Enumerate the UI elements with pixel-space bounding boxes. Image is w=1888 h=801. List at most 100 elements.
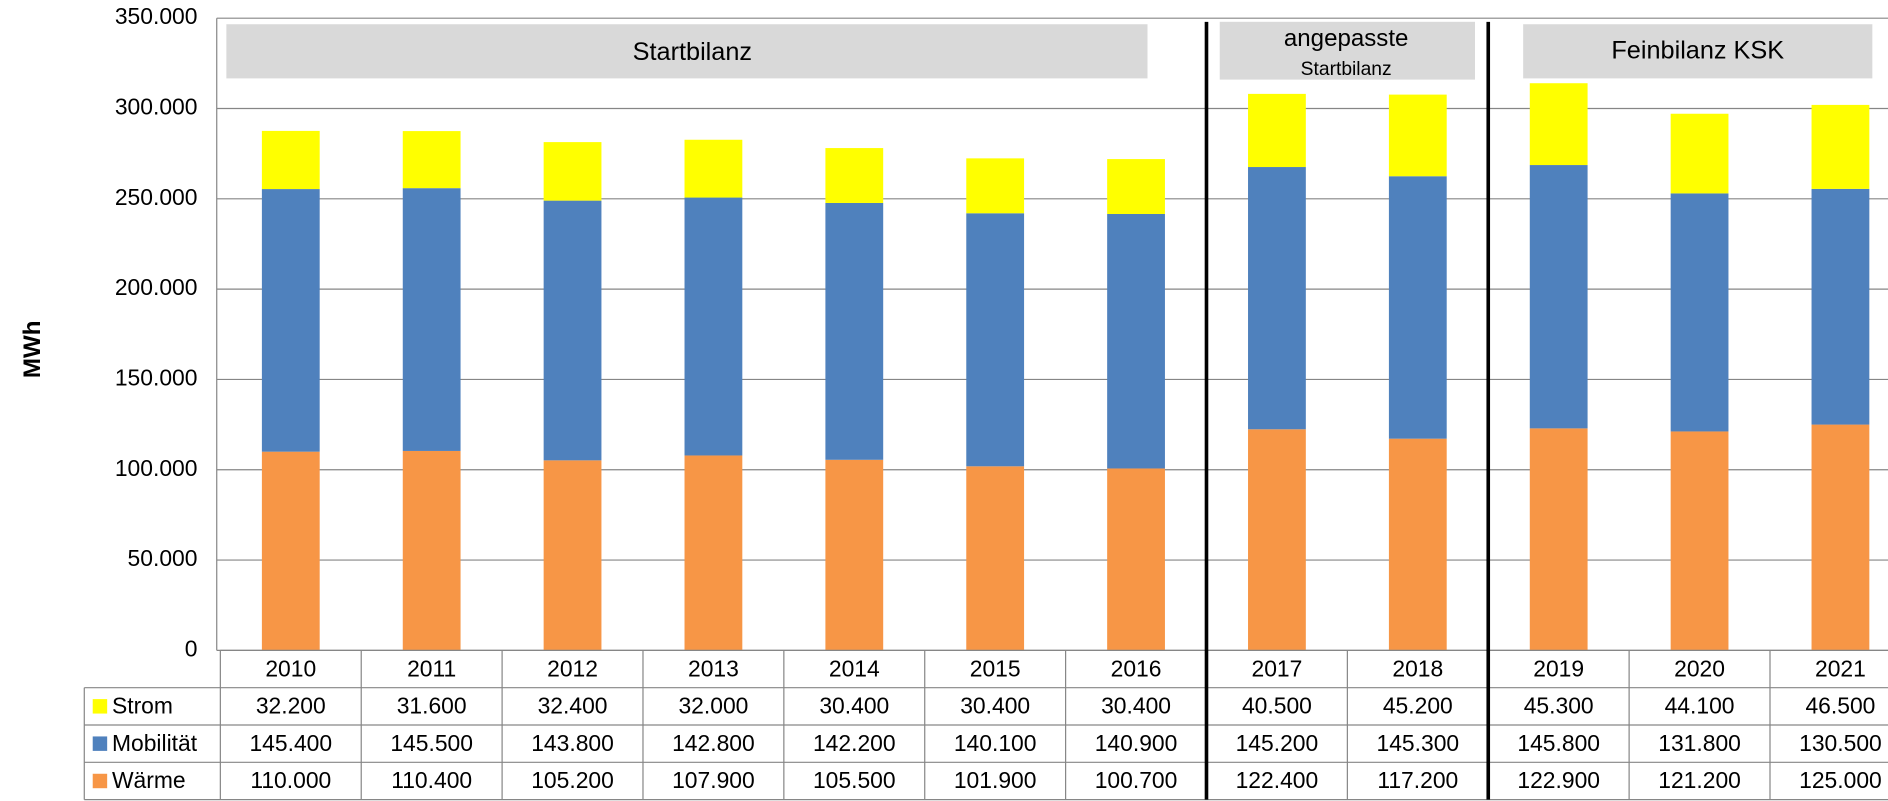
data-label: 121.200 — [1658, 767, 1741, 793]
bar-segment — [402, 450, 461, 651]
bar-segment — [1811, 104, 1870, 189]
group-label: angepasste — [1284, 25, 1409, 52]
data-label: 105.200 — [531, 767, 614, 793]
group-box — [226, 24, 1148, 79]
data-label: 145.300 — [1376, 730, 1459, 756]
bar-segment — [543, 200, 602, 461]
data-label: 107.900 — [672, 767, 755, 793]
data-label: 101.900 — [954, 767, 1037, 793]
bar-segment — [684, 197, 743, 456]
legend-swatch — [92, 699, 108, 714]
data-label: 130.500 — [1799, 730, 1882, 756]
y-axis-label: MWh — [19, 321, 46, 379]
bar-segment — [1248, 167, 1306, 430]
bar-segment — [1388, 94, 1447, 177]
data-label: 30.400 — [1101, 693, 1171, 719]
legend-label: Strom — [112, 693, 173, 719]
bar-segment — [1248, 93, 1306, 168]
bar-segment — [825, 202, 884, 460]
data-label: 110.000 — [250, 767, 331, 793]
bar-segment — [966, 466, 1025, 651]
data-label: 122.900 — [1517, 767, 1600, 793]
data-label: 45.300 — [1524, 693, 1594, 719]
group-box — [1523, 24, 1873, 79]
x-tick-label: 2020 — [1674, 655, 1725, 681]
data-label: 30.400 — [819, 693, 889, 719]
bar-segment — [261, 451, 320, 651]
bar-segment — [1388, 438, 1447, 651]
bar-segment — [1248, 429, 1306, 651]
data-label: 140.100 — [954, 730, 1037, 756]
bar-segment — [1670, 193, 1729, 432]
bar-segment — [1670, 431, 1729, 651]
bar-segment — [261, 189, 320, 452]
data-label: 32.000 — [678, 693, 748, 719]
data-label: 145.400 — [249, 730, 332, 756]
data-label: 142.200 — [813, 730, 896, 756]
data-label: 131.800 — [1658, 730, 1741, 756]
group-label: Startbilanz — [633, 38, 752, 66]
bar-segment — [1811, 188, 1870, 425]
data-label: 122.400 — [1236, 767, 1319, 793]
data-label: 145.800 — [1517, 730, 1600, 756]
bar-segment — [402, 188, 461, 451]
data-label: 145.500 — [390, 730, 473, 756]
group-label: Startbilanz — [1301, 59, 1392, 80]
bar-segment — [1529, 428, 1588, 651]
y-tick-label: 50.000 — [128, 545, 198, 571]
data-label: 110.400 — [391, 767, 472, 793]
data-label: 117.200 — [1377, 767, 1458, 793]
legend-label: Wärme — [112, 767, 186, 793]
y-tick-label: 200.000 — [115, 274, 198, 300]
bar-segment — [684, 139, 743, 198]
data-label: 44.100 — [1665, 693, 1735, 719]
bar-segment — [825, 459, 884, 651]
legend-label: Mobilität — [112, 730, 198, 756]
bar-segment — [1107, 159, 1165, 214]
x-tick-label: 2011 — [407, 655, 456, 681]
y-tick-label: 350.000 — [115, 3, 198, 29]
data-label: 32.200 — [256, 693, 326, 719]
x-tick-label: 2014 — [829, 655, 880, 681]
bar-segment — [543, 460, 602, 651]
bar-segment — [966, 213, 1025, 467]
bar-segment — [966, 158, 1025, 214]
data-label: 30.400 — [960, 693, 1030, 719]
group-box — [1219, 21, 1475, 80]
bar-segment — [402, 131, 461, 189]
bar-segment — [1529, 83, 1588, 166]
x-tick-label: 2015 — [970, 655, 1021, 681]
group-label: Feinbilanz KSK — [1611, 37, 1784, 65]
x-tick-label: 2010 — [265, 655, 316, 681]
data-label: 125.000 — [1799, 767, 1882, 793]
data-label: 143.800 — [531, 730, 614, 756]
x-tick-label: 2018 — [1392, 655, 1443, 681]
bar-segment — [684, 455, 743, 651]
data-label: 140.900 — [1095, 730, 1178, 756]
y-tick-label: 100.000 — [115, 455, 198, 481]
x-tick-label: 2013 — [688, 655, 739, 681]
bar-segment — [543, 142, 602, 201]
x-tick-label: 2019 — [1533, 655, 1584, 681]
legend-swatch — [92, 736, 108, 751]
y-tick-label: 300.000 — [115, 94, 198, 120]
bar-segment — [825, 148, 884, 203]
y-tick-label: 250.000 — [115, 184, 198, 210]
data-label: 100.700 — [1095, 767, 1178, 793]
data-label: 142.800 — [672, 730, 755, 756]
data-label: 32.400 — [538, 693, 608, 719]
data-label: 105.500 — [813, 767, 896, 793]
bar-segment — [1107, 213, 1165, 469]
data-label: 45.200 — [1383, 693, 1453, 719]
x-tick-label: 2012 — [547, 655, 598, 681]
bar-segment — [1670, 113, 1729, 194]
data-label: 31.600 — [397, 693, 467, 719]
bar-segment — [1107, 468, 1165, 651]
bar-segment — [261, 130, 320, 190]
data-label: 46.500 — [1805, 693, 1875, 719]
data-label: 145.200 — [1236, 730, 1319, 756]
bar-segment — [1388, 176, 1447, 439]
x-tick-label: 2016 — [1111, 655, 1162, 681]
bar-segment — [1529, 165, 1588, 429]
